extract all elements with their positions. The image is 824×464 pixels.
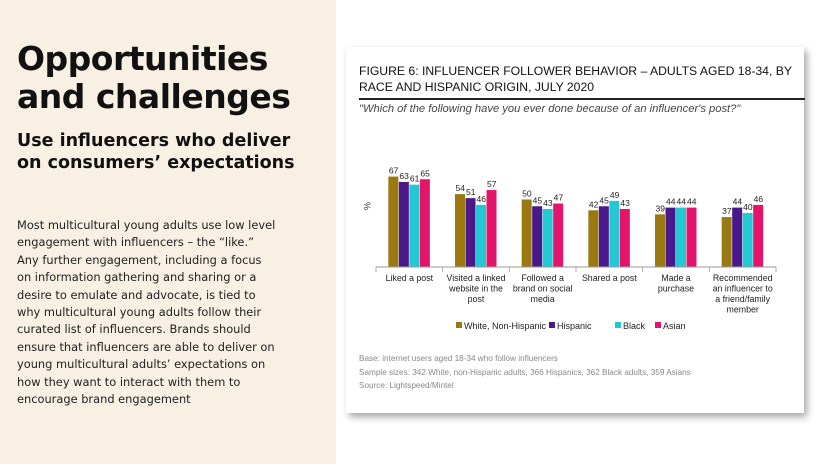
bar-black-0 xyxy=(409,184,420,267)
body-paragraph: Most multicultural young adults use low … xyxy=(17,218,276,407)
data-label: 50 xyxy=(522,189,532,199)
section-subtitle: Use influencers who deliver on consumers… xyxy=(17,131,295,173)
bar-asian-4 xyxy=(686,207,697,267)
bar-hispanic-0 xyxy=(398,181,409,267)
data-label: 44 xyxy=(677,197,687,207)
data-label: 37 xyxy=(722,206,732,216)
base-note: Base: internet users aged 18-34 who foll… xyxy=(359,354,558,363)
data-label: 51 xyxy=(466,187,476,197)
bar-hispanic-2 xyxy=(532,206,543,267)
category-label: Followed a brand on social media xyxy=(513,273,573,304)
figure-notes: Base: internet users aged 18-34 who foll… xyxy=(359,352,799,393)
page-title: Opportunities and challenges xyxy=(17,39,291,116)
bar-white-non-hispanic-4 xyxy=(655,214,665,267)
data-label: 47 xyxy=(554,193,564,203)
category-label: Made a purchase xyxy=(658,273,694,294)
data-label: 44 xyxy=(733,197,743,207)
bar-hispanic-5 xyxy=(732,207,743,267)
bar-asian-1 xyxy=(486,190,497,267)
bar-black-4 xyxy=(676,207,686,267)
data-label: 45 xyxy=(533,195,543,205)
left-panel xyxy=(0,0,336,464)
bar-asian-2 xyxy=(553,203,564,267)
legend-label: Hispanic xyxy=(557,321,592,331)
legend-label: Black xyxy=(623,321,646,331)
bar-asian-0 xyxy=(419,179,430,267)
data-label: 67 xyxy=(389,166,399,176)
legend-swatch xyxy=(549,322,555,328)
source-note: Source: Lightspeed/Mintel xyxy=(359,381,454,390)
data-label: 49 xyxy=(610,190,620,200)
data-label: 39 xyxy=(656,203,666,213)
data-label: 44 xyxy=(666,197,676,207)
legend-label: White, Non-Hispanic xyxy=(464,321,547,331)
legend-swatch xyxy=(615,322,621,328)
bar-white-non-hispanic-1 xyxy=(455,194,465,267)
bar-asian-5 xyxy=(753,204,764,267)
data-label: 57 xyxy=(487,179,497,189)
bar-white-non-hispanic-0 xyxy=(388,176,399,267)
data-label: 45 xyxy=(599,195,609,205)
survey-question: "Which of the following have you ever do… xyxy=(359,103,741,115)
legend-swatch xyxy=(456,322,462,328)
bar-black-1 xyxy=(476,204,486,267)
title-divider xyxy=(359,98,805,100)
bar-hispanic-3 xyxy=(598,206,609,267)
data-label: 61 xyxy=(410,174,420,184)
bar-black-2 xyxy=(542,208,553,267)
legend-label: Asian xyxy=(663,321,686,331)
category-label: Visited a linked website in the post xyxy=(446,273,505,304)
y-axis-label: % xyxy=(362,202,372,210)
data-label: 54 xyxy=(456,183,466,193)
data-label: 44 xyxy=(687,197,697,207)
figure-title: FIGURE 6: INFLUENCER FOLLOWER BEHAVIOR –… xyxy=(359,64,792,94)
data-label: 46 xyxy=(754,194,764,204)
bar-hispanic-1 xyxy=(465,198,476,267)
data-label: 43 xyxy=(620,198,630,208)
bar-white-non-hispanic-2 xyxy=(521,199,532,267)
category-label: Recommended an influencer to a friend/fami… xyxy=(713,273,773,315)
data-label: 42 xyxy=(589,199,599,209)
bar-black-3 xyxy=(609,200,620,267)
data-label: 65 xyxy=(420,168,430,178)
data-label: 40 xyxy=(743,202,753,212)
category-label: Shared a post xyxy=(582,273,637,283)
bar-white-non-hispanic-3 xyxy=(588,210,599,267)
bar-black-5 xyxy=(742,213,753,267)
category-label: Liked a post xyxy=(386,273,434,283)
data-label: 63 xyxy=(399,171,409,181)
bar-asian-3 xyxy=(619,208,630,267)
data-label: 43 xyxy=(543,198,553,208)
data-label: 46 xyxy=(477,194,487,204)
bar-white-non-hispanic-5 xyxy=(721,217,732,267)
bar-hispanic-4 xyxy=(665,207,676,267)
legend-swatch xyxy=(655,322,661,328)
sample-note: Sample sizes: 342 White, non-Hispanic ad… xyxy=(359,367,691,377)
